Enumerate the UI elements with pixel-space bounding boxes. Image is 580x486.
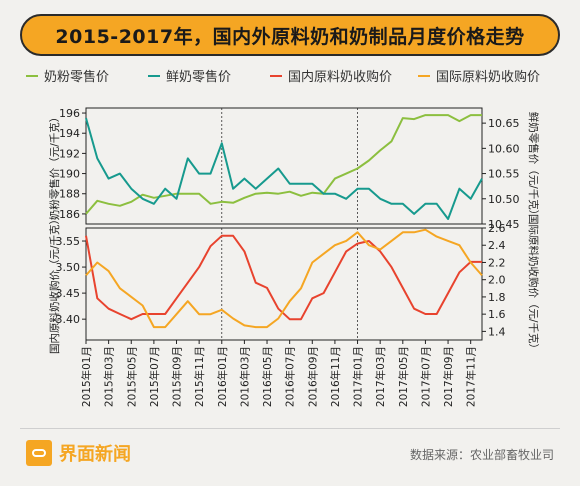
- series-line-0-1: [85, 117, 483, 220]
- x-tick-label: 2016年07月: [284, 346, 297, 407]
- legend-swatch-orange: [418, 74, 430, 77]
- x-tick-label: 2017年05月: [397, 346, 410, 407]
- brand-name: 界面新闻: [59, 444, 131, 465]
- x-tick-label: 2016年03月: [238, 346, 251, 407]
- legend-label: 奶粉零售价: [44, 70, 110, 85]
- series-line-1-0: [85, 234, 482, 321]
- brand-icon: [26, 440, 52, 466]
- x-tick-label: 2015年05月: [125, 346, 138, 407]
- x-tick-label: 2015年03月: [103, 346, 116, 407]
- y2-tick-label: 2.0: [488, 274, 506, 287]
- y-tick-label: 194: [59, 127, 80, 140]
- legend-swatch-green: [26, 74, 38, 77]
- y2-axis-label: 鲜奶零售价（元/千克）: [527, 112, 540, 221]
- footer-divider: [20, 428, 560, 429]
- y-tick-label: 3.50: [56, 261, 81, 274]
- series-line-0-0: [85, 114, 482, 215]
- x-tick-label: 2016年09月: [306, 346, 319, 407]
- x-tick-label: 2015年01月: [80, 346, 93, 407]
- legend-item-intl-raw: 国际原料奶收购价: [418, 66, 540, 85]
- x-tick-label: 2017年11月: [465, 346, 478, 407]
- legend-item-fresh-milk: 鲜奶零售价: [148, 66, 231, 85]
- x-tick-label: 2017年09月: [442, 346, 455, 407]
- legend-item-domestic-raw: 国内原料奶收购价: [270, 66, 392, 85]
- x-tick-label: 2015年07月: [148, 346, 161, 407]
- y-tick-label: 3.45: [56, 287, 81, 300]
- y2-tick-label: 10.65: [488, 117, 520, 130]
- y-tick-label: 3.55: [56, 235, 81, 248]
- y2-tick-label: 2.4: [488, 239, 506, 252]
- y2-tick-label: 10.55: [488, 168, 520, 181]
- y-tick-label: 190: [59, 168, 80, 181]
- x-tick-label: 2016年11月: [329, 346, 342, 407]
- legend: 奶粉零售价 鲜奶零售价 国内原料奶收购价 国际原料奶收购价: [26, 66, 566, 90]
- y-axis-label: 奶粉零售价（元/千克）: [48, 112, 61, 221]
- x-tick-label: 2017年07月: [419, 346, 432, 407]
- y-tick-label: 186: [59, 208, 80, 221]
- x-tick-label: 2015年09月: [171, 346, 184, 407]
- y-tick-label: 188: [59, 188, 80, 201]
- legend-label: 国内原料奶收购价: [288, 70, 393, 85]
- y2-axis-label: 国际原料奶收购价（元/千克）: [527, 214, 540, 354]
- title-banner: 2015-2017年，国内外原料奶和奶制品月度价格走势: [20, 14, 560, 56]
- brand-logo: 界面新闻: [26, 440, 131, 466]
- legend-label: 国际原料奶收购价: [436, 70, 541, 85]
- y2-tick-label: 10.60: [488, 142, 520, 155]
- y-tick-label: 192: [59, 147, 80, 160]
- y2-tick-label: 2.6: [488, 222, 506, 235]
- y2-tick-label: 1.8: [488, 291, 506, 304]
- y2-tick-label: 1.6: [488, 308, 506, 321]
- y2-tick-label: 1.4: [488, 325, 506, 338]
- x-tick-label: 2017年03月: [374, 346, 387, 407]
- x-tick-label: 2016年01月: [216, 346, 229, 407]
- plot-frame: [85, 107, 483, 225]
- y2-tick-label: 10.45: [488, 218, 520, 231]
- y2-tick-label: 2.2: [488, 256, 506, 269]
- legend-label: 鲜奶零售价: [166, 70, 232, 85]
- legend-swatch-teal: [148, 74, 160, 77]
- chart-title: 2015-2017年，国内外原料奶和奶制品月度价格走势: [55, 25, 525, 48]
- x-tick-label: 2016年05月: [261, 346, 274, 407]
- y-tick-label: 3.40: [56, 313, 81, 326]
- y-tick-label: 196: [59, 107, 80, 120]
- x-tick-label: 2017年01月: [352, 346, 365, 407]
- plot-frame: [85, 227, 483, 341]
- legend-item-milk-powder: 奶粉零售价: [26, 66, 109, 85]
- y2-tick-label: 10.50: [488, 193, 520, 206]
- x-tick-label: 2015年11月: [193, 346, 206, 407]
- series-line-1-1: [85, 228, 483, 329]
- y-axis-label: 国内原料奶收购价（元/千克）: [48, 214, 61, 354]
- legend-swatch-red: [270, 74, 282, 77]
- data-source: 数据来源：农业部畜牧业司: [409, 448, 554, 462]
